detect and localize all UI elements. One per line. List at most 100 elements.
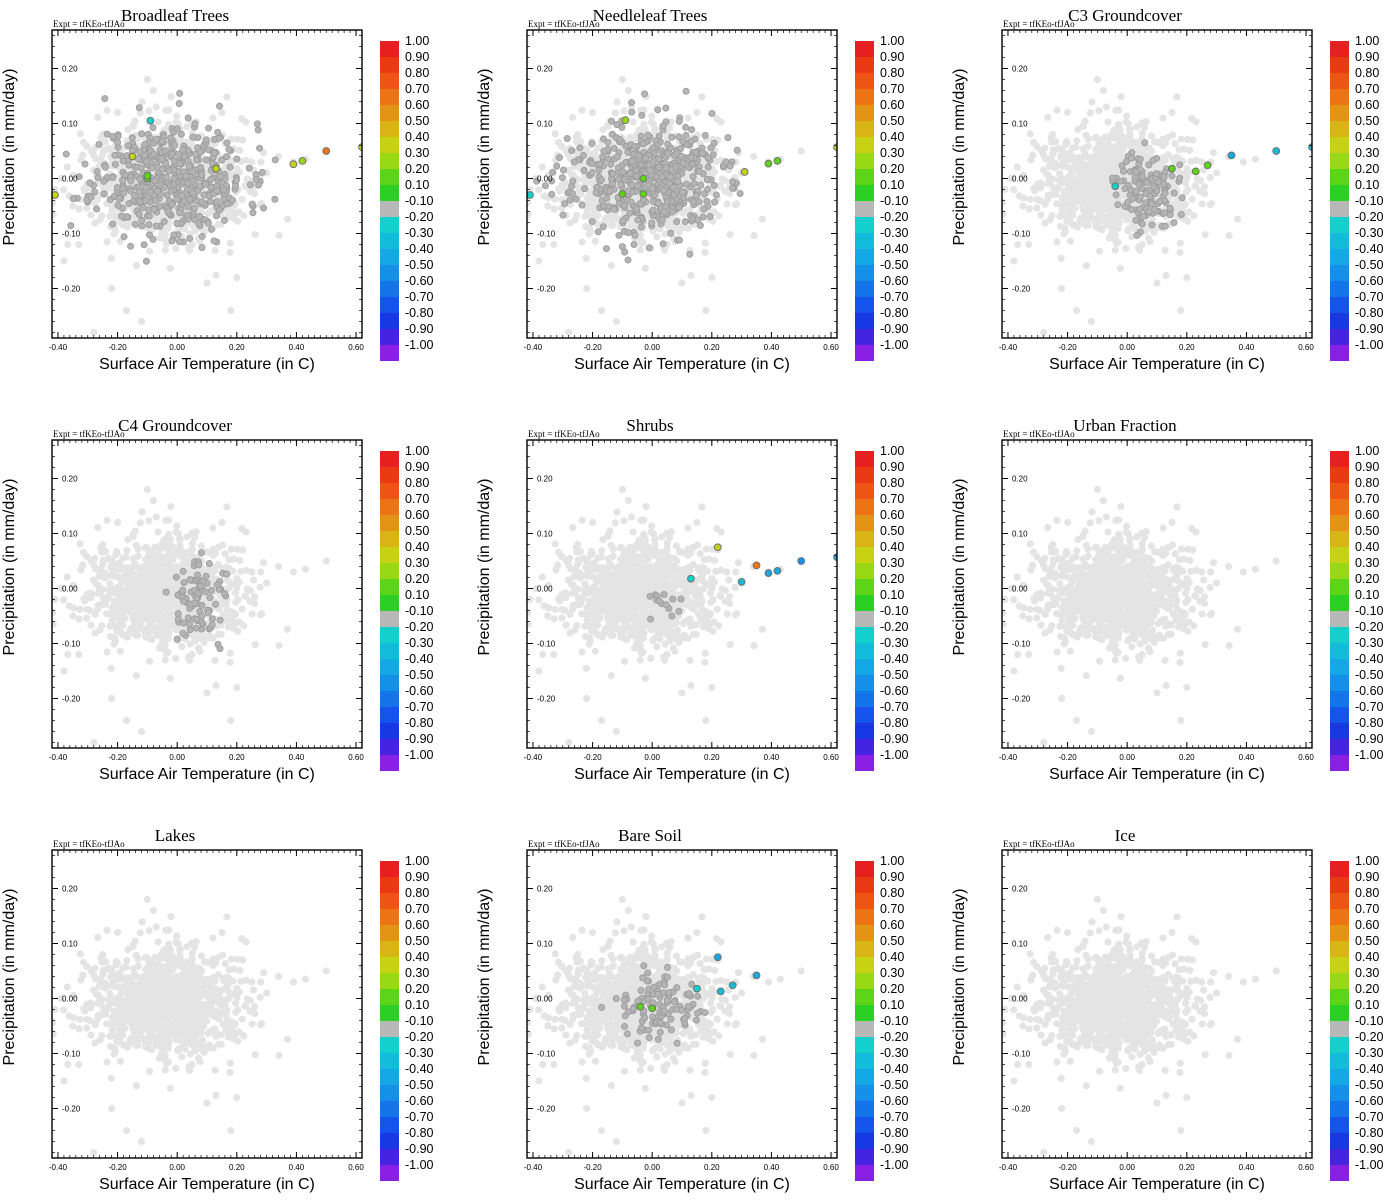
neutral-point bbox=[178, 192, 186, 200]
neutral-point bbox=[639, 140, 647, 148]
neutral-point bbox=[703, 175, 711, 183]
background-point bbox=[1072, 306, 1081, 315]
background-point bbox=[1053, 200, 1061, 208]
neutral-point bbox=[170, 231, 178, 239]
colorbar-label: 0.70 bbox=[405, 82, 429, 96]
colorbar-swatch bbox=[855, 41, 874, 57]
background-point bbox=[1160, 138, 1168, 146]
background-point bbox=[1047, 190, 1055, 199]
background-point bbox=[1013, 163, 1021, 171]
background-point bbox=[1095, 247, 1104, 255]
background-point bbox=[750, 231, 758, 240]
neutral-point bbox=[695, 168, 703, 176]
background-point bbox=[111, 227, 119, 235]
neutral-point bbox=[271, 156, 279, 164]
neutral-point bbox=[95, 140, 103, 148]
background-point bbox=[250, 189, 259, 198]
background-point bbox=[1183, 164, 1191, 173]
background-point bbox=[191, 227, 199, 235]
background-point bbox=[649, 120, 657, 128]
background-point bbox=[527, 210, 532, 218]
neutral-point bbox=[568, 147, 576, 155]
background-point bbox=[1014, 240, 1022, 249]
background-point bbox=[1010, 257, 1018, 265]
neutral-point bbox=[142, 257, 150, 265]
neutral-point bbox=[664, 150, 672, 158]
background-point bbox=[1209, 149, 1218, 157]
neutral-point bbox=[679, 137, 687, 145]
neutral-point bbox=[271, 195, 279, 203]
neutral-point bbox=[729, 178, 737, 186]
background-point bbox=[1096, 173, 1104, 181]
neutral-point bbox=[686, 250, 694, 258]
neutral-point bbox=[688, 126, 696, 134]
neutral-point bbox=[637, 223, 645, 231]
background-point bbox=[1112, 106, 1120, 114]
neutral-point bbox=[168, 237, 176, 245]
neutral-point bbox=[253, 120, 261, 128]
x-tick-label: 0.40 bbox=[289, 343, 305, 352]
background-point bbox=[1068, 185, 1076, 193]
neutral-point bbox=[594, 228, 602, 236]
neutral-point bbox=[229, 196, 237, 204]
background-point bbox=[1086, 109, 1094, 117]
neutral-point bbox=[183, 211, 191, 219]
background-point bbox=[1095, 107, 1103, 115]
scatter-points bbox=[52, 75, 362, 337]
neutral-point bbox=[609, 170, 617, 178]
colorbar-swatch bbox=[380, 217, 399, 233]
neutral-point bbox=[200, 191, 208, 199]
background-point bbox=[578, 106, 586, 114]
neutral-point bbox=[588, 139, 596, 147]
background-point bbox=[678, 279, 686, 287]
neutral-point bbox=[198, 244, 206, 252]
background-point bbox=[1036, 184, 1045, 192]
neutral-point bbox=[588, 218, 596, 226]
neutral-point bbox=[1127, 206, 1135, 214]
neutral-point bbox=[602, 245, 610, 253]
background-point bbox=[726, 230, 734, 239]
neutral-point bbox=[621, 175, 629, 183]
data-point bbox=[773, 157, 782, 165]
colorbar-label: 0.40 bbox=[880, 130, 904, 144]
neutral-point bbox=[634, 182, 642, 190]
neutral-point bbox=[213, 186, 221, 194]
neutral-point bbox=[173, 220, 181, 228]
background-point bbox=[103, 106, 111, 114]
neutral-point bbox=[733, 146, 741, 154]
data-point bbox=[639, 174, 648, 183]
colorbar-swatch bbox=[380, 89, 399, 105]
background-point bbox=[1041, 144, 1049, 152]
background-point bbox=[69, 202, 77, 210]
neutral-point bbox=[173, 195, 181, 203]
background-point bbox=[535, 186, 543, 194]
neutral-point bbox=[696, 221, 704, 229]
neutral-point bbox=[149, 124, 157, 132]
background-point bbox=[1080, 205, 1089, 213]
background-point bbox=[188, 240, 196, 249]
background-point bbox=[1065, 173, 1073, 181]
background-point bbox=[183, 123, 191, 131]
background-point bbox=[555, 185, 563, 193]
neutral-point bbox=[168, 200, 176, 208]
neutral-point bbox=[633, 205, 641, 213]
background-point bbox=[1053, 106, 1061, 114]
neutral-point bbox=[91, 188, 99, 196]
background-point bbox=[1111, 246, 1119, 254]
neutral-point bbox=[736, 189, 744, 197]
background-point bbox=[1086, 173, 1094, 181]
background-point bbox=[698, 93, 706, 101]
neutral-point bbox=[191, 120, 199, 128]
background-point bbox=[226, 239, 234, 247]
background-point bbox=[1094, 148, 1102, 156]
background-point bbox=[717, 118, 725, 126]
neutral-point bbox=[136, 175, 144, 183]
background-point bbox=[1058, 162, 1067, 170]
background-point bbox=[1116, 264, 1124, 272]
colorbar-label: 0.50 bbox=[405, 114, 429, 128]
neutral-point bbox=[553, 162, 561, 170]
neutral-point bbox=[681, 217, 689, 225]
neutral-point bbox=[628, 108, 636, 116]
neutral-point bbox=[161, 147, 169, 155]
neutral-point bbox=[559, 211, 567, 219]
